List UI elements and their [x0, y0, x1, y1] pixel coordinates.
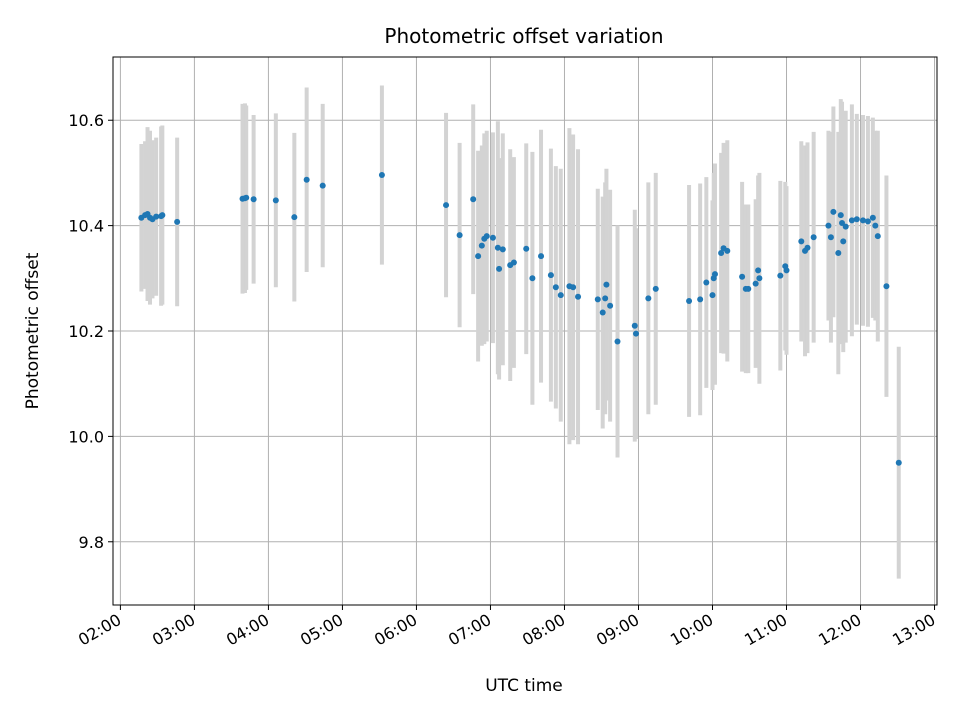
data-point	[153, 213, 160, 220]
data-point	[523, 245, 530, 252]
data-point	[840, 238, 847, 245]
x-axis-title: UTC time	[485, 676, 563, 696]
data-point	[827, 234, 834, 241]
data-point	[709, 292, 716, 299]
data-point	[529, 275, 536, 282]
data-point	[686, 297, 693, 304]
data-point	[745, 285, 752, 292]
chart-title: Photometric offset variation	[384, 24, 663, 48]
y-axis-title: Photometric offset	[23, 252, 43, 409]
data-point	[483, 233, 490, 240]
data-point	[872, 222, 879, 229]
data-point	[243, 194, 250, 201]
data-point	[859, 217, 866, 224]
data-point	[739, 273, 746, 280]
data-point	[842, 223, 849, 230]
data-point	[475, 253, 482, 260]
y-axis: 9.8 10.0 10.2 10.4 10.6	[68, 111, 113, 552]
data-point	[547, 272, 554, 279]
data-point	[697, 296, 704, 303]
data-point	[614, 338, 621, 345]
data-point	[570, 284, 577, 291]
data-point	[724, 247, 731, 254]
data-point	[835, 250, 842, 257]
y-tick-label: 10.2	[68, 322, 104, 341]
data-point	[557, 292, 564, 299]
data-point	[456, 232, 463, 239]
data-point	[159, 212, 166, 219]
data-point	[837, 212, 844, 219]
data-point	[494, 244, 501, 251]
data-point	[783, 267, 790, 274]
data-point	[174, 218, 181, 225]
data-point	[575, 293, 582, 300]
data-point	[645, 295, 652, 302]
data-point	[607, 302, 614, 309]
data-point	[652, 285, 659, 292]
data-point	[303, 176, 310, 183]
data-point	[470, 196, 477, 203]
data-point	[489, 234, 496, 241]
data-point	[830, 208, 837, 215]
data-point	[711, 271, 718, 278]
data-point	[752, 280, 759, 287]
data-point	[853, 216, 860, 223]
data-point	[804, 244, 811, 251]
y-tick-label: 10.6	[68, 111, 104, 130]
data-point	[895, 459, 902, 466]
data-point	[825, 222, 832, 229]
data-point	[839, 219, 846, 226]
y-tick-label: 10.0	[68, 427, 104, 446]
data-point	[869, 214, 876, 221]
data-point	[718, 250, 725, 257]
data-point	[602, 295, 609, 302]
data-point	[250, 196, 257, 203]
data-point	[798, 238, 805, 245]
data-points	[138, 172, 902, 466]
data-point	[874, 233, 881, 240]
data-point	[848, 217, 855, 224]
data-point	[599, 309, 606, 316]
data-point	[538, 253, 545, 260]
data-point	[631, 322, 638, 329]
data-point	[810, 234, 817, 241]
data-point	[755, 267, 762, 274]
data-point	[378, 172, 385, 179]
data-point	[478, 242, 485, 249]
data-point	[272, 197, 279, 204]
data-point	[777, 272, 784, 279]
data-point	[552, 284, 559, 291]
data-point	[510, 259, 517, 266]
data-point	[443, 202, 450, 209]
data-point	[499, 246, 506, 253]
data-point	[603, 281, 610, 288]
data-point	[883, 283, 890, 290]
data-point	[291, 214, 298, 221]
data-point	[703, 279, 710, 286]
y-tick-label: 9.8	[79, 533, 104, 552]
y-tick-label: 10.4	[68, 217, 104, 236]
data-point	[594, 296, 601, 303]
data-point	[496, 265, 503, 272]
data-point	[756, 275, 763, 282]
data-point	[633, 330, 640, 337]
data-point	[864, 218, 871, 225]
data-point	[319, 182, 326, 189]
